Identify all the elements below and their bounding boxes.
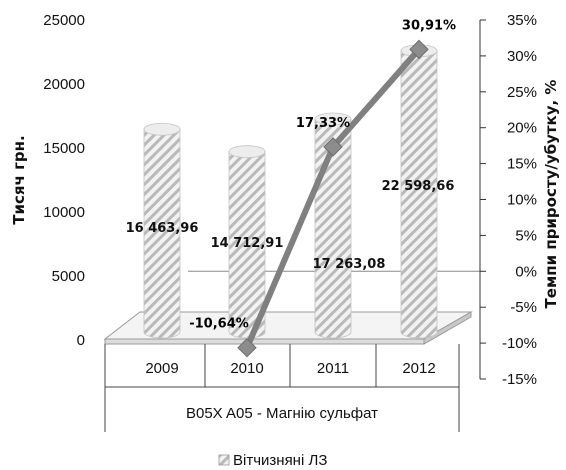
y2-tick-label: -10%	[502, 335, 537, 352]
y-tick-label: 0	[77, 332, 85, 349]
floor-front	[104, 338, 425, 345]
line-point-label: -10,64%	[189, 317, 249, 332]
legend-label: Вітчизняні ЛЗ	[233, 452, 327, 469]
y2-tick-label: 0%	[515, 263, 537, 280]
y-tick-label: 10000	[43, 204, 85, 221]
y2-tick-label: -5%	[510, 299, 537, 316]
line-marker	[323, 137, 343, 157]
bar-value-label: 17 263,08	[313, 257, 386, 272]
bar-top	[228, 145, 266, 159]
category-label: 2010	[230, 360, 263, 377]
bar-body	[400, 50, 438, 339]
y2-tick-label: 5%	[515, 227, 537, 244]
y2-tick-label: 20%	[507, 120, 537, 137]
y-tick-label: 15000	[43, 140, 85, 157]
y2-tick-label: 25%	[507, 84, 537, 101]
legend: Вітчизняні ЛЗ	[218, 452, 327, 469]
y-axis-ticks: 0 5000 10000 15000 20000 25000	[43, 12, 85, 349]
line-point-label: 30,91%	[402, 18, 456, 33]
category-label: 2012	[402, 360, 435, 377]
legend-swatch	[218, 454, 230, 466]
bar-labels: 16 463,96 14 712,91 17 263,08 22 598,66	[126, 179, 455, 272]
bar-2009	[143, 122, 181, 339]
bar-2010	[228, 145, 266, 339]
y2-tick-label: -15%	[502, 371, 537, 388]
category-label: 2011	[317, 360, 349, 377]
y-tick-label: 5000	[52, 268, 85, 285]
chart-floor	[103, 311, 473, 345]
bar-value-label: 22 598,66	[382, 179, 455, 194]
y-tick-label: 20000	[43, 76, 85, 93]
category-group-label: B05X A05 - Магнію сульфат	[186, 405, 378, 422]
y2-tick-label: 35%	[507, 12, 537, 29]
y2-tick-label: 30%	[507, 48, 537, 65]
bar-2012	[400, 44, 438, 339]
y2-tick-label: 10%	[507, 192, 537, 209]
y2-axis-title: Темпи приросту/убутку, %	[542, 80, 560, 309]
line-marker	[409, 39, 429, 60]
line-point-label: 17,33%	[296, 116, 350, 131]
line-series: -10,64% 17,33% 30,91%	[189, 18, 456, 358]
category-label: 2009	[145, 360, 178, 377]
line-marker	[237, 337, 257, 358]
y2-axis-ticks: -15% -10% -5% 0% 5% 10% 15% 20% 25% 30% 35%	[480, 12, 537, 388]
floor-side	[423, 311, 472, 345]
bar-value-label: 16 463,96	[126, 221, 199, 236]
bar-value-label: 14 712,91	[211, 236, 284, 251]
bar-top	[314, 112, 352, 126]
bar-body	[143, 128, 181, 339]
y-tick-label: 25000	[43, 12, 85, 29]
y-axis-title: Тисяч грн.	[10, 135, 28, 224]
bar-top	[143, 122, 181, 136]
y2-tick-label: 15%	[507, 156, 537, 173]
category-axis: 2009 2010 2011 2012 B05X A05 - Магнію сульфа…	[104, 344, 460, 432]
